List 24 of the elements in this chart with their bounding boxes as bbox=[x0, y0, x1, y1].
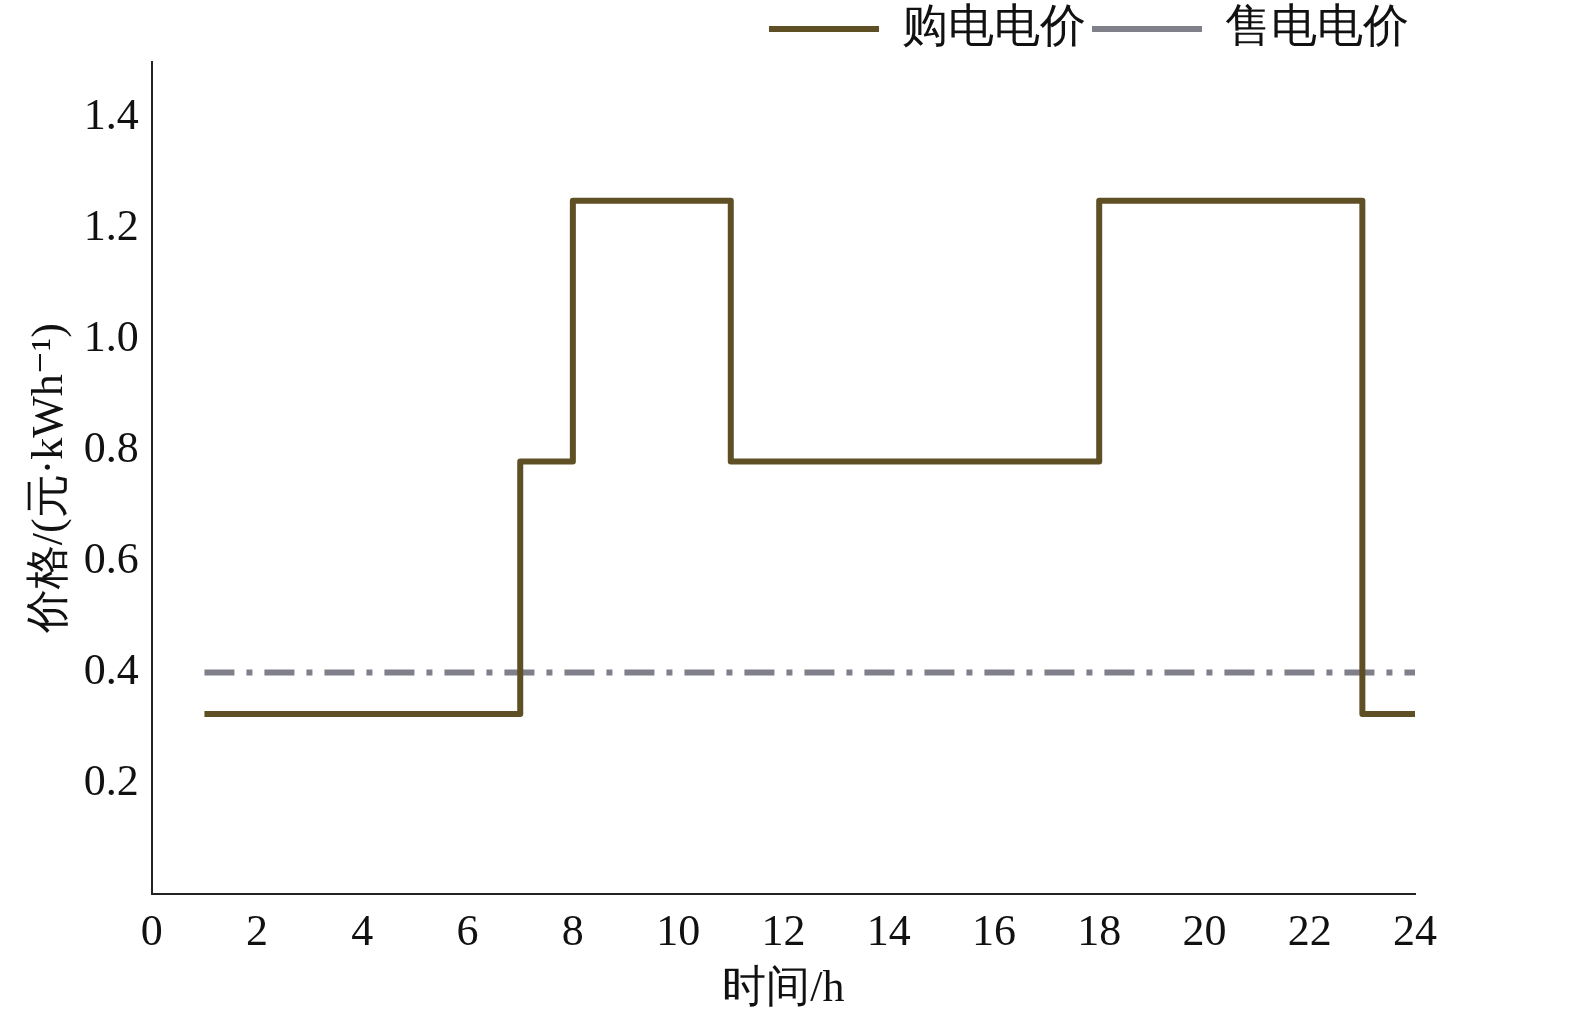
y-tick-label: 1.4 bbox=[83, 90, 139, 140]
y-tick-label: 0.6 bbox=[83, 534, 139, 583]
x-tick-label: 0 bbox=[140, 906, 163, 956]
legend-label: 售电电价 bbox=[1225, 0, 1409, 52]
y-axis-title: 价格/(元·kWh⁻¹) bbox=[22, 323, 72, 635]
x-tick-label: 20 bbox=[1182, 906, 1227, 956]
x-tick-label: 4 bbox=[351, 906, 374, 956]
x-axis-title: 时间/h bbox=[722, 962, 845, 1012]
legend-label: 购电电价 bbox=[902, 0, 1086, 52]
y-tick-label: 1.2 bbox=[83, 201, 139, 251]
y-tick-label: 1.0 bbox=[83, 312, 139, 362]
x-tick-label: 10 bbox=[656, 906, 701, 956]
x-tick-label: 6 bbox=[456, 906, 479, 956]
x-tick-label: 16 bbox=[971, 906, 1016, 956]
x-tick-label: 8 bbox=[561, 906, 584, 956]
y-tick-label: 0.8 bbox=[83, 423, 139, 473]
y-tick-label: 0.4 bbox=[83, 644, 139, 694]
x-tick-label: 18 bbox=[1077, 906, 1122, 956]
y-tick-label: 0.2 bbox=[83, 755, 139, 805]
x-tick-label: 14 bbox=[866, 906, 911, 956]
x-tick-label: 2 bbox=[246, 906, 269, 956]
x-tick-label: 12 bbox=[761, 906, 806, 956]
x-tick-label: 24 bbox=[1393, 906, 1437, 956]
x-tick-label: 22 bbox=[1287, 906, 1332, 956]
